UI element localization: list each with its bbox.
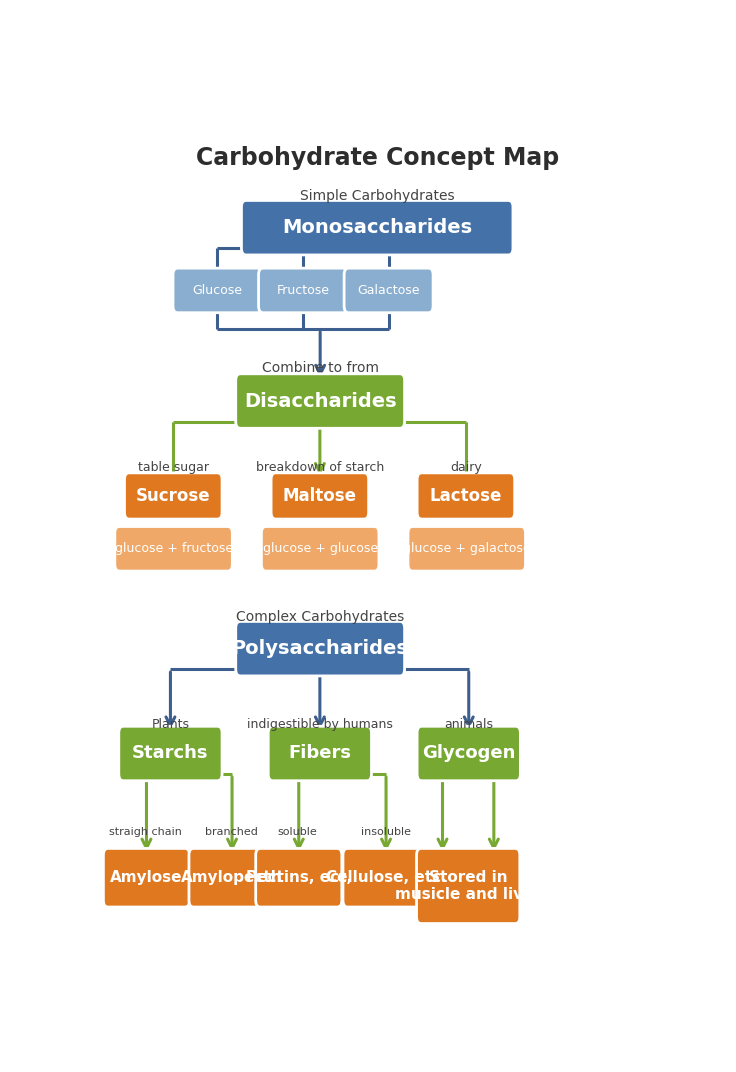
Text: Sucrose: Sucrose xyxy=(136,487,210,505)
Text: table sugar: table sugar xyxy=(138,461,209,474)
Text: Fructose: Fructose xyxy=(277,284,330,297)
FancyBboxPatch shape xyxy=(271,473,369,519)
FancyBboxPatch shape xyxy=(261,526,379,571)
FancyBboxPatch shape xyxy=(408,526,526,571)
Text: Glycogen: Glycogen xyxy=(422,744,515,762)
Text: glucose + glucose: glucose + glucose xyxy=(263,542,378,555)
Text: animals: animals xyxy=(445,718,494,731)
FancyBboxPatch shape xyxy=(344,268,433,313)
Text: insoluble: insoluble xyxy=(361,827,411,837)
FancyBboxPatch shape xyxy=(268,726,372,780)
Text: Amylose: Amylose xyxy=(110,870,183,885)
FancyBboxPatch shape xyxy=(417,848,520,924)
Text: Combine to from: Combine to from xyxy=(262,361,378,375)
FancyBboxPatch shape xyxy=(255,848,342,907)
Text: glucose + fructose: glucose + fructose xyxy=(115,542,233,555)
Text: Plants: Plants xyxy=(152,718,190,731)
Text: Complex Carbohydrates: Complex Carbohydrates xyxy=(236,610,404,624)
FancyBboxPatch shape xyxy=(103,848,190,907)
Text: Stored in
musicle and liver: Stored in musicle and liver xyxy=(395,869,541,903)
Text: indigestible by humans: indigestible by humans xyxy=(247,718,393,731)
Text: Amylopecth: Amylopecth xyxy=(181,870,283,885)
FancyBboxPatch shape xyxy=(241,200,513,255)
Text: straigh chain: straigh chain xyxy=(109,827,182,837)
Text: Carbohydrate Concept Map: Carbohydrate Concept Map xyxy=(196,146,559,169)
Text: soluble: soluble xyxy=(277,827,317,837)
Text: Simple Carbohydrates: Simple Carbohydrates xyxy=(300,190,455,204)
Text: Polysaccharides: Polysaccharides xyxy=(232,639,408,658)
FancyBboxPatch shape xyxy=(343,848,429,907)
FancyBboxPatch shape xyxy=(189,848,275,907)
FancyBboxPatch shape xyxy=(417,726,520,780)
FancyBboxPatch shape xyxy=(236,622,405,676)
Text: Disaccharides: Disaccharides xyxy=(244,391,397,411)
Text: Starchs: Starchs xyxy=(132,744,209,762)
Text: branched: branched xyxy=(205,827,258,837)
FancyBboxPatch shape xyxy=(173,268,262,313)
Text: dairy: dairy xyxy=(450,461,482,474)
Text: Maltose: Maltose xyxy=(283,487,357,505)
FancyBboxPatch shape xyxy=(417,473,514,519)
FancyBboxPatch shape xyxy=(124,473,222,519)
Text: glucose + galactose: glucose + galactose xyxy=(403,542,531,555)
Text: Glucose: Glucose xyxy=(193,284,242,297)
Text: Cellulose, etc.: Cellulose, etc. xyxy=(325,870,447,885)
FancyBboxPatch shape xyxy=(115,526,233,571)
Text: Lactose: Lactose xyxy=(430,487,502,505)
FancyBboxPatch shape xyxy=(118,726,222,780)
Text: Fibers: Fibers xyxy=(289,744,351,762)
Text: Pectins, ect,: Pectins, ect, xyxy=(246,870,352,885)
FancyBboxPatch shape xyxy=(236,374,405,429)
Text: Monosaccharides: Monosaccharides xyxy=(282,219,473,237)
Text: Galactose: Galactose xyxy=(358,284,420,297)
FancyBboxPatch shape xyxy=(258,268,347,313)
Text: breakdown of starch: breakdown of starch xyxy=(256,461,384,474)
